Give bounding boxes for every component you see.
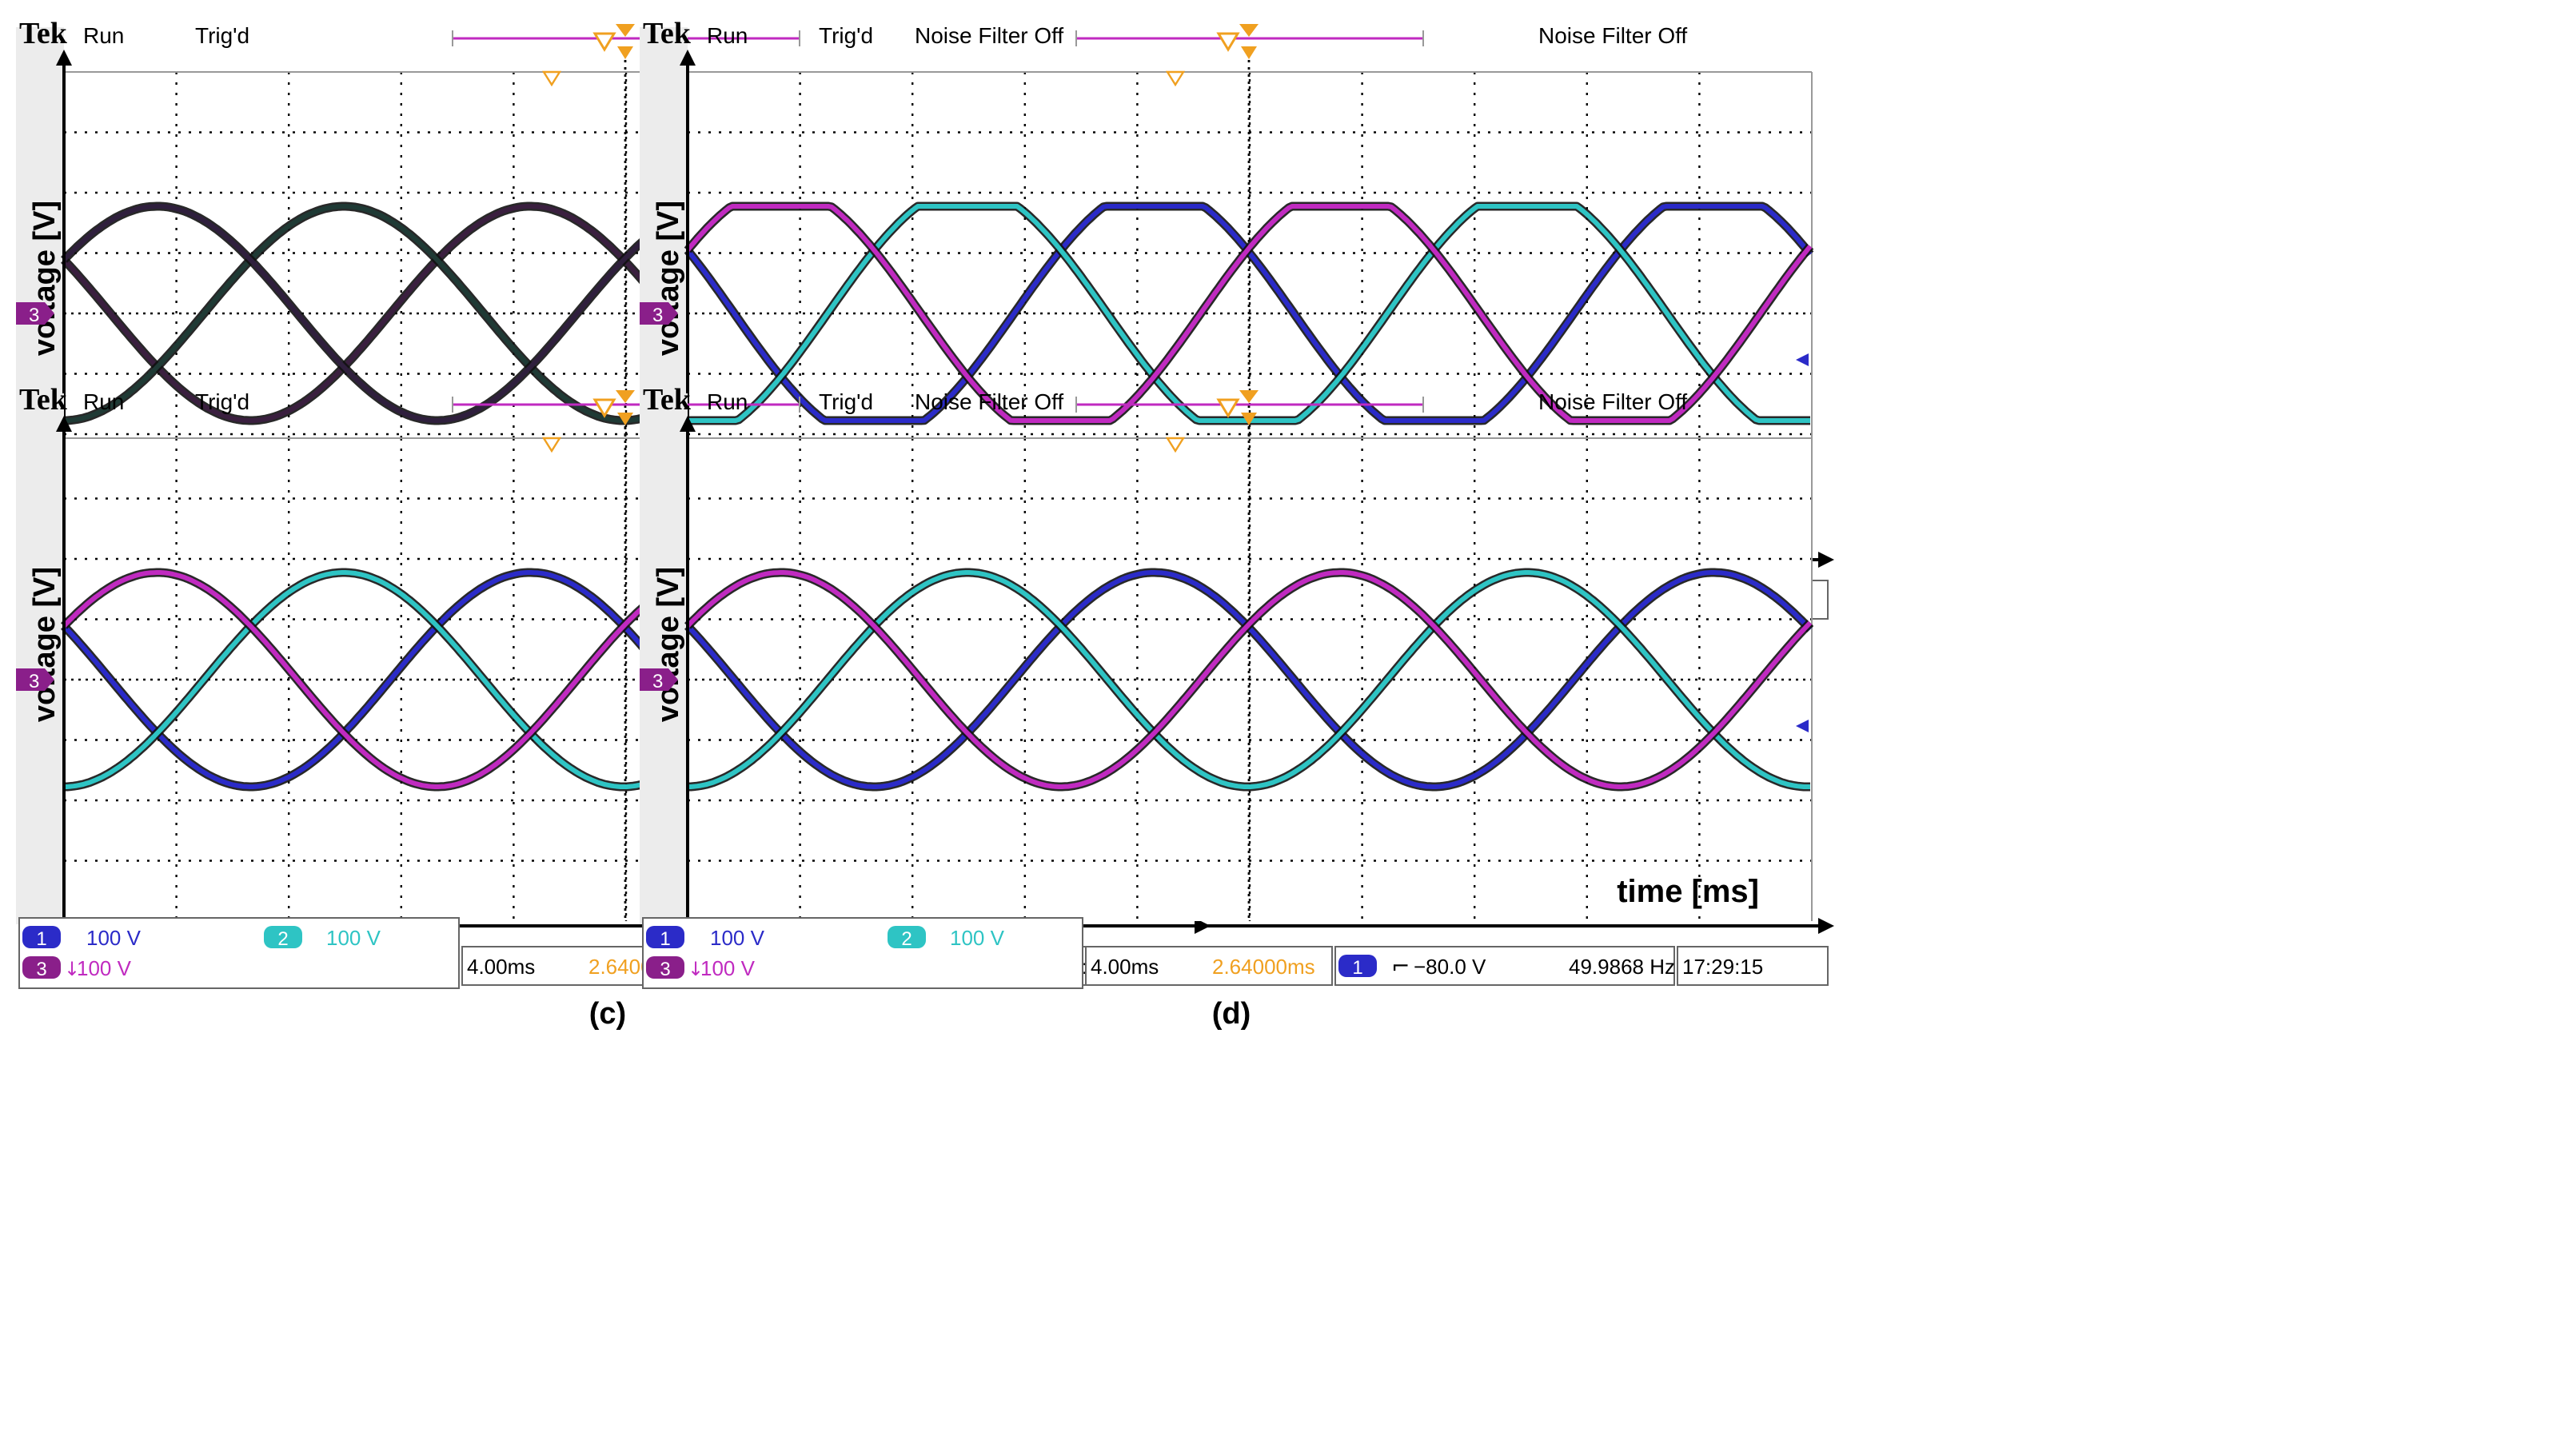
timebase-box bbox=[1085, 946, 1333, 986]
tek-logo: Tek bbox=[19, 17, 68, 50]
waveforms bbox=[684, 568, 1813, 792]
tek-logo: Tek bbox=[643, 17, 692, 50]
y-axis-arrow-icon bbox=[56, 416, 72, 432]
oscilloscope-screen: Tek Run Trig'd Noise Filter Off voltage [V] t… bbox=[640, 383, 1834, 1031]
y-axis-label: voltage [V] bbox=[28, 201, 62, 356]
y-axis-arrow-icon bbox=[680, 416, 696, 432]
frequency-readout: 49.9868 Hz bbox=[1569, 955, 1675, 979]
rising-edge-icon: ⌐ bbox=[1391, 953, 1410, 979]
ch3-ground-marker-icon bbox=[16, 302, 54, 325]
ch3-ground-marker-label: 3 bbox=[652, 671, 663, 692]
trigger-level-icon bbox=[1796, 720, 1809, 732]
ch3-ground-marker-label: 3 bbox=[29, 671, 39, 692]
ch2-badge[interactable] bbox=[264, 926, 302, 948]
time-reference-icon bbox=[1165, 437, 1186, 453]
trigger-position-icon bbox=[617, 413, 633, 425]
ch3-ground-marker-label: 3 bbox=[29, 305, 39, 326]
record-marker-icon bbox=[1216, 32, 1240, 52]
timebase: 4.00ms bbox=[467, 955, 535, 979]
trigger-state: Trig'd bbox=[195, 389, 249, 414]
x-axis-arrow-icon bbox=[1818, 918, 1834, 934]
trigger-state: Trig'd bbox=[195, 23, 249, 48]
bandwidth-limit-icon: ↓ bbox=[64, 958, 80, 980]
trigger-state: Trig'd bbox=[819, 23, 873, 48]
noise-filter-status: Noise Filter Off bbox=[915, 23, 1063, 48]
ch3-ground-marker-icon bbox=[640, 302, 678, 325]
ch2-scale: 100 V bbox=[950, 926, 1005, 950]
record-marker-icon bbox=[592, 32, 616, 52]
y-axis-label: voltage [V] bbox=[652, 201, 685, 356]
run-state: Run bbox=[707, 23, 748, 48]
ch3-ground-marker-icon bbox=[16, 668, 54, 691]
record-marker-icon bbox=[1216, 398, 1240, 418]
timebase: 4.00ms bbox=[1091, 955, 1159, 979]
ch3-ground-marker-icon bbox=[640, 668, 678, 691]
scope-panel-d: Tek Run Trig'd Noise Filter Off voltage [V] t… bbox=[640, 374, 1887, 1094]
run-state: Run bbox=[707, 389, 748, 414]
ch2-badge[interactable] bbox=[888, 926, 926, 948]
ch3-ground-marker-label: 3 bbox=[652, 305, 663, 326]
trigger-point-icon bbox=[616, 390, 635, 403]
time-reference-icon bbox=[541, 70, 562, 87]
ch1-badge[interactable] bbox=[646, 926, 684, 948]
ch3-badge[interactable] bbox=[646, 956, 684, 979]
ch3-badge-label: 3 bbox=[36, 959, 46, 980]
trigger-point-icon bbox=[616, 24, 635, 37]
ch1-badge[interactable] bbox=[22, 926, 61, 948]
left-frame-strip bbox=[16, 393, 64, 924]
ch2-badge-label: 2 bbox=[901, 928, 912, 950]
record-marker-icon bbox=[592, 398, 616, 418]
panel-caption: (d) bbox=[1212, 997, 1251, 1031]
trigger-level-icon bbox=[1796, 353, 1809, 366]
y-axis-label: voltage [V] bbox=[652, 567, 685, 722]
ch2-badge-label: 2 bbox=[277, 928, 288, 950]
x-axis-arrow-icon bbox=[1818, 552, 1834, 568]
y-axis-label: voltage [V] bbox=[28, 567, 62, 722]
ch3-badge-label: 3 bbox=[660, 959, 670, 980]
tek-logo: Tek bbox=[19, 383, 68, 417]
bandwidth-limit-icon: ↓ bbox=[688, 958, 704, 980]
trigger-position-icon bbox=[617, 46, 633, 59]
left-frame-strip bbox=[640, 393, 688, 924]
trigger-position-icon bbox=[1241, 46, 1257, 59]
panel-caption: (c) bbox=[589, 997, 626, 1031]
ch1-badge-label: 1 bbox=[660, 928, 670, 950]
trigger-point-icon bbox=[1239, 390, 1259, 403]
trigger-box bbox=[1334, 946, 1675, 986]
ch1-badge-label: 1 bbox=[36, 928, 46, 950]
noise-filter-status: Noise Filter Off bbox=[1538, 389, 1687, 414]
noise-filter-status: Noise Filter Off bbox=[1538, 23, 1687, 48]
trigger-source-badge[interactable] bbox=[1338, 955, 1377, 977]
ch3-scale: 100 V bbox=[700, 956, 756, 980]
time-reference-icon bbox=[541, 437, 562, 453]
noise-filter-status: Noise Filter Off bbox=[915, 389, 1063, 414]
waveform-ch3 bbox=[685, 570, 1813, 789]
clock-box bbox=[1677, 946, 1829, 986]
y-axis-arrow-icon bbox=[680, 50, 696, 66]
run-state: Run bbox=[83, 389, 124, 414]
time-reference-icon bbox=[1165, 70, 1186, 87]
ch1-scale: 100 V bbox=[86, 926, 142, 950]
trigger-level: −80.0 V bbox=[1414, 955, 1486, 979]
waveform-ch3 bbox=[685, 204, 1813, 423]
x-axis-label: time [ms] bbox=[1617, 874, 1759, 909]
ch1-scale: 100 V bbox=[710, 926, 765, 950]
clock-time: 17:29:15 bbox=[1682, 955, 1763, 979]
trigger-state: Trig'd bbox=[819, 389, 873, 414]
channel-readout-box bbox=[18, 917, 460, 989]
trigger-point-icon bbox=[1239, 24, 1259, 37]
trigger-position: 2.64000ms bbox=[1212, 955, 1315, 979]
channel-readout-box bbox=[642, 917, 1083, 989]
ch2-scale: 100 V bbox=[326, 926, 381, 950]
trigger-position-icon bbox=[1241, 413, 1257, 425]
tek-logo: Tek bbox=[643, 383, 692, 417]
y-axis-arrow-icon bbox=[56, 50, 72, 66]
ch3-scale: 100 V bbox=[77, 956, 132, 980]
ch3-badge[interactable] bbox=[22, 956, 61, 979]
run-state: Run bbox=[83, 23, 124, 48]
trigger-source-label: 1 bbox=[1352, 957, 1362, 979]
